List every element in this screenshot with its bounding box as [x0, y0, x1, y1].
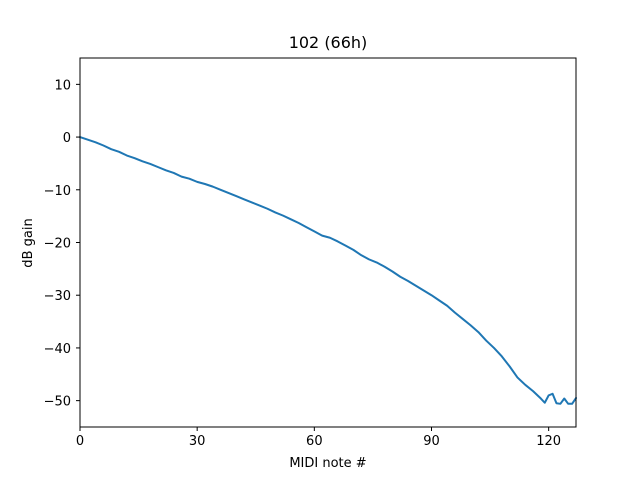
x-tick-label: 30 [189, 434, 206, 449]
x-axis-label: MIDI note # [289, 456, 366, 471]
chart-title: 102 (66h) [289, 33, 368, 52]
y-tick-label: −20 [44, 237, 71, 252]
series-line-0 [79, 136, 577, 405]
y-tick-label: 0 [63, 131, 71, 146]
x-tick-label: 90 [423, 434, 440, 449]
y-axis-label: dB gain [21, 218, 36, 267]
y-tick-label: −10 [44, 184, 71, 199]
y-tick-label: 10 [54, 78, 71, 93]
x-tick-label: 0 [76, 434, 84, 449]
x-tick-label: 120 [536, 434, 561, 449]
plot-area: 0 30 60 90 120 10 0 −10 −20 −30 −40 −50 [44, 57, 577, 449]
x-tick-label: 60 [306, 434, 323, 449]
y-tick-label: −40 [44, 342, 71, 357]
y-tick-label: −30 [44, 289, 71, 304]
y-tick-label: −50 [44, 395, 71, 410]
